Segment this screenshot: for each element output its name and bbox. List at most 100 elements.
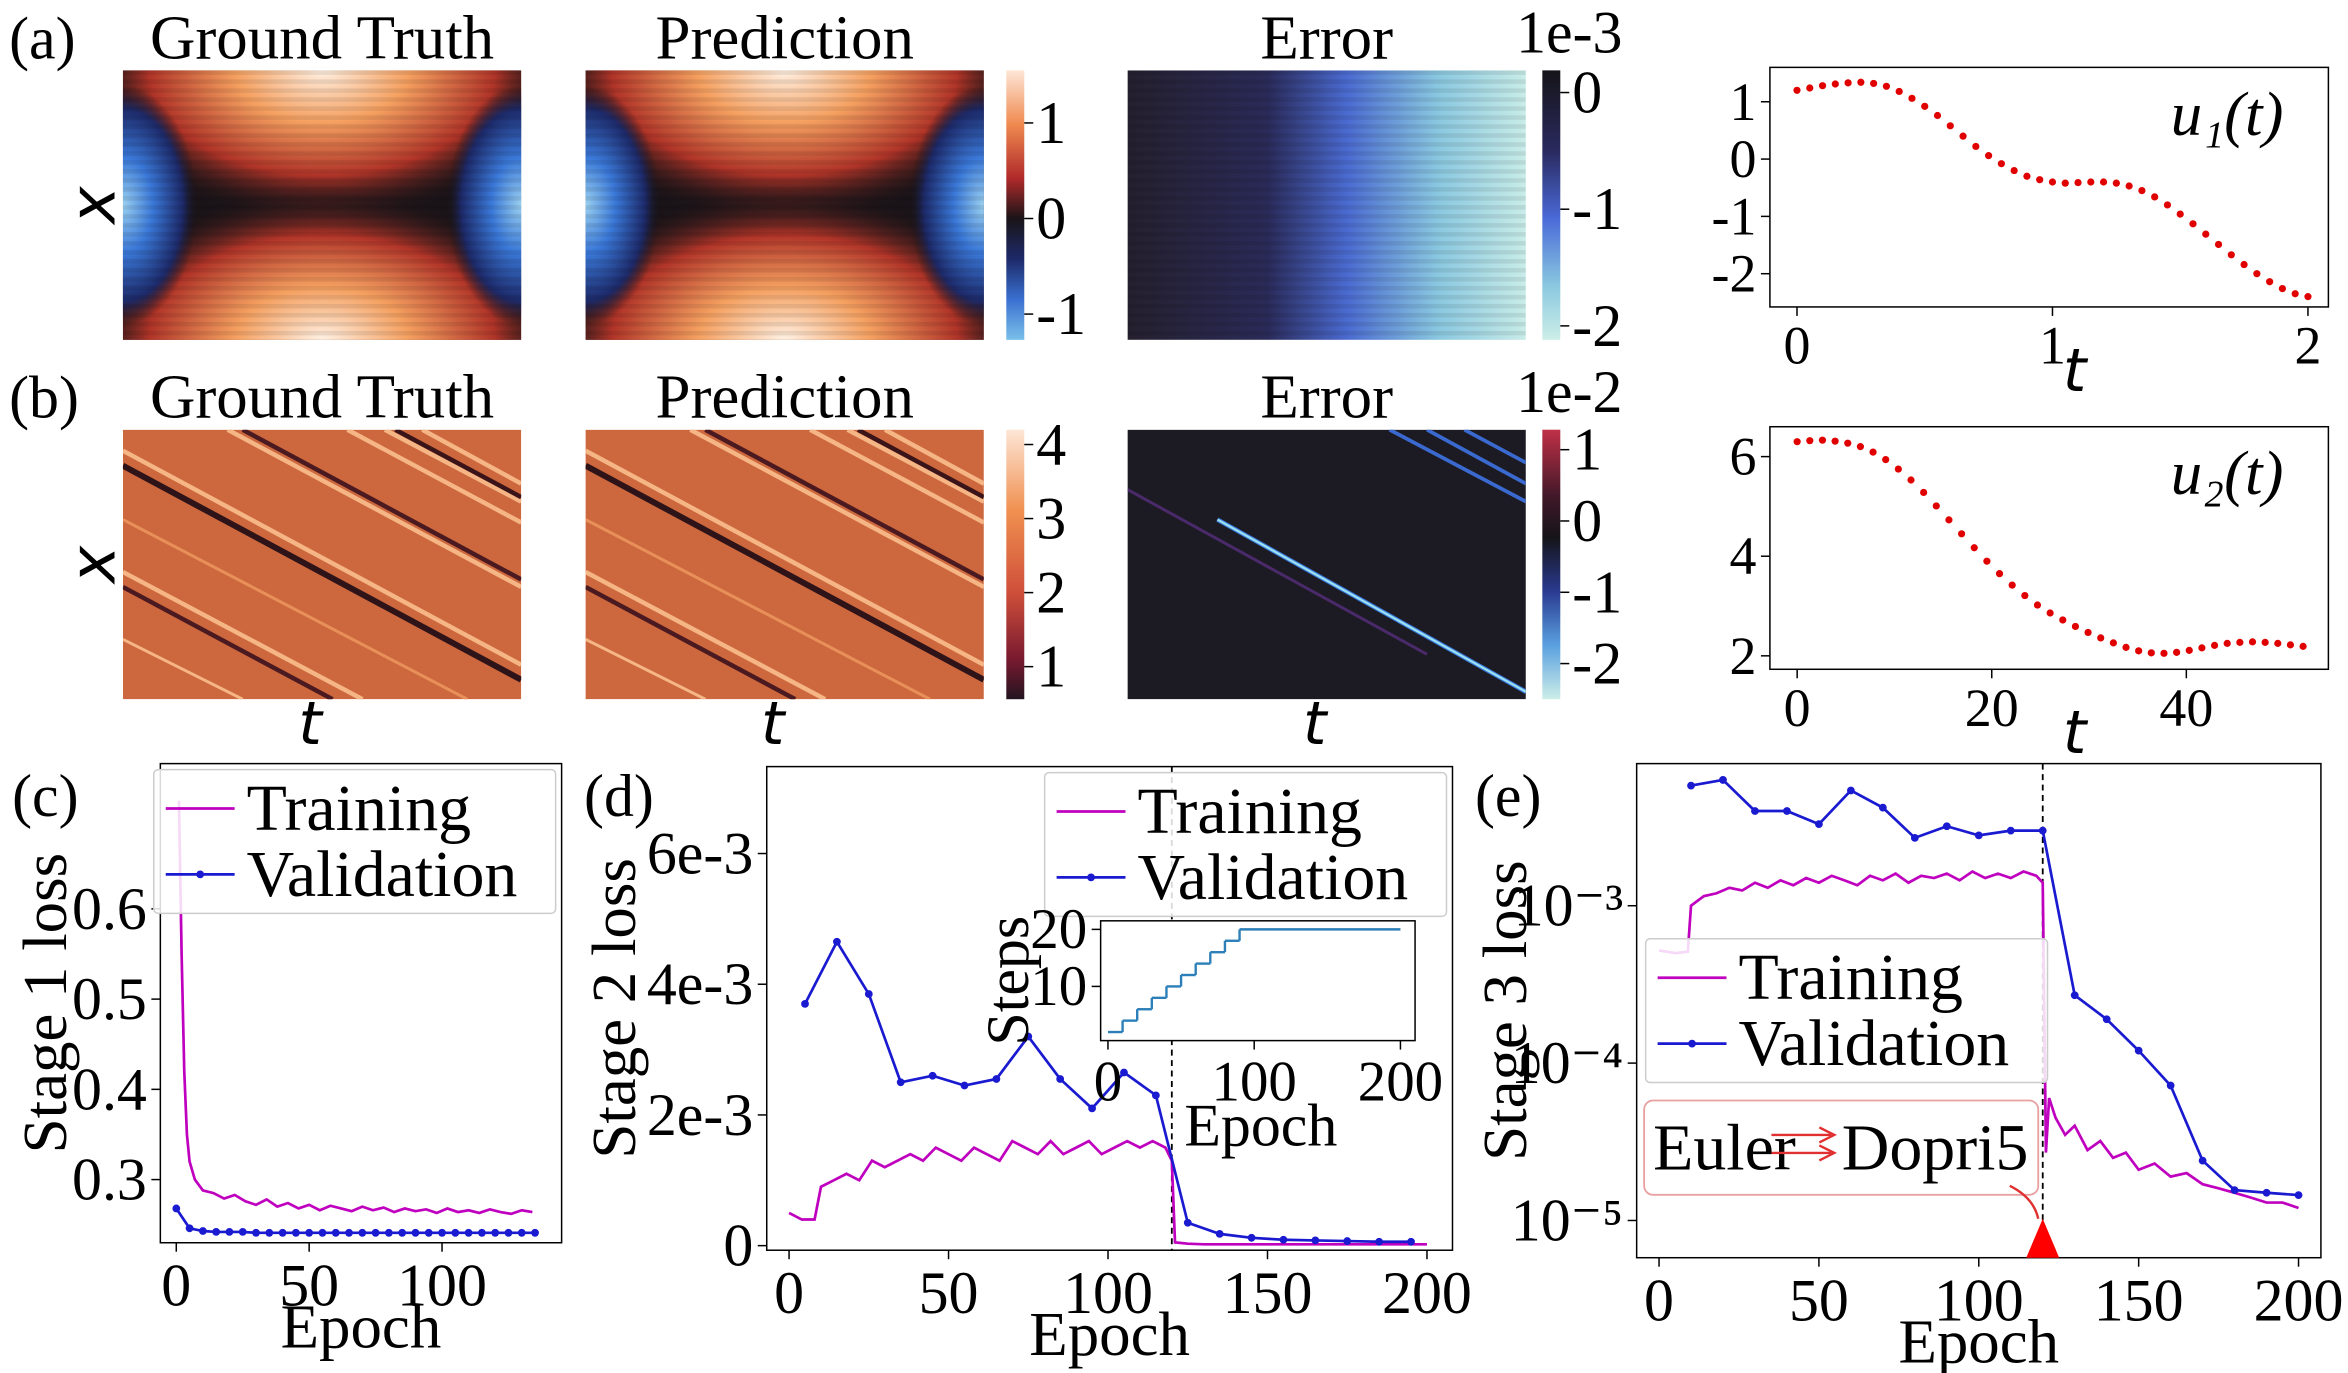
point bbox=[1793, 86, 1801, 94]
point bbox=[2059, 616, 2067, 624]
series-marker bbox=[1120, 1068, 1128, 1077]
point bbox=[1806, 84, 1814, 92]
y-tick-label: 2 bbox=[1729, 626, 1756, 686]
point bbox=[2176, 210, 2184, 218]
heatmap-stripes bbox=[122, 70, 522, 340]
point bbox=[1869, 448, 1877, 456]
series-marker bbox=[1024, 1032, 1033, 1041]
heatmap-streak bbox=[1216, 518, 1526, 693]
x-tick-label: 2 bbox=[2294, 316, 2321, 376]
series-marker bbox=[252, 1228, 260, 1237]
colorbar-tick-label: -1 bbox=[1572, 559, 1622, 625]
panel-label: (d) bbox=[584, 763, 654, 829]
y-tick-label: -1 bbox=[1712, 186, 1757, 246]
y-axis-label: Stage 3 loss bbox=[1470, 860, 1540, 1160]
point bbox=[1985, 152, 1993, 160]
colorbar-tick-label: -2 bbox=[1572, 293, 1622, 359]
point bbox=[2189, 220, 2197, 228]
series-marker bbox=[2294, 1191, 2303, 1199]
point bbox=[1957, 530, 1966, 538]
heatmap-streak bbox=[122, 637, 244, 700]
point bbox=[1818, 82, 1827, 90]
point bbox=[2227, 251, 2235, 259]
point bbox=[2122, 643, 2130, 651]
heatmap-streak bbox=[883, 429, 984, 486]
point bbox=[2084, 628, 2092, 637]
plot-area bbox=[1769, 66, 2330, 308]
point bbox=[1857, 78, 1865, 86]
annotation: u₁(t) bbox=[2171, 79, 2284, 149]
heatmap-streak bbox=[394, 429, 522, 500]
point bbox=[2099, 178, 2108, 186]
y-axis-label: Steps bbox=[975, 916, 1041, 1046]
series-marker bbox=[238, 1228, 247, 1236]
point bbox=[2138, 187, 2146, 195]
x-tick-label: 100 bbox=[1063, 1260, 1153, 1326]
y-tick-label: 1 bbox=[1729, 72, 1756, 132]
annotation: u₂(t) bbox=[2171, 438, 2284, 508]
x-tick-label: 50 bbox=[919, 1260, 979, 1326]
legend-box bbox=[1644, 938, 2049, 1084]
colorbar-tick-label: 0 bbox=[1572, 60, 1602, 126]
heatmap-streak bbox=[1388, 429, 1526, 504]
series-marker bbox=[531, 1228, 539, 1237]
heatmap-streak bbox=[241, 429, 522, 582]
y-tick-label: 6 bbox=[1729, 427, 1756, 487]
point bbox=[1844, 439, 1852, 447]
point bbox=[2071, 622, 2080, 631]
series-marker bbox=[2166, 1081, 2175, 1090]
series-marker bbox=[305, 1228, 314, 1237]
point bbox=[2147, 649, 2155, 657]
point bbox=[2198, 644, 2206, 652]
annotation-from: Euler bbox=[1653, 1111, 1796, 1184]
heatmap-streak bbox=[585, 448, 984, 667]
point bbox=[1945, 516, 1953, 524]
point bbox=[1793, 438, 1801, 446]
series-marker bbox=[504, 1228, 513, 1237]
series-marker bbox=[1343, 1237, 1352, 1245]
point bbox=[1972, 142, 1980, 151]
series-marker bbox=[2038, 826, 2047, 835]
x-tick-label: 0 bbox=[1784, 316, 1811, 376]
legend-marker bbox=[196, 870, 205, 879]
point bbox=[2074, 178, 2082, 187]
series-marker bbox=[438, 1228, 446, 1237]
series-marker bbox=[212, 1228, 221, 1236]
heatmap-streak bbox=[857, 429, 984, 500]
annotation-arrowhead bbox=[1818, 1144, 1837, 1162]
y-tick-label: 4 bbox=[1729, 526, 1756, 586]
x-tick-label: 0 bbox=[774, 1260, 804, 1326]
point bbox=[2135, 647, 2143, 655]
point bbox=[2299, 642, 2307, 650]
legend-marker bbox=[1087, 873, 1095, 882]
series-marker bbox=[345, 1228, 353, 1237]
heatmap-streak bbox=[585, 518, 931, 700]
switch-marker bbox=[2026, 1218, 2060, 1258]
series-marker bbox=[411, 1228, 420, 1237]
x-tick-label: 20 bbox=[1965, 678, 2019, 738]
heatmap-streak bbox=[689, 429, 984, 589]
point bbox=[1882, 82, 1891, 90]
point bbox=[1831, 80, 1839, 88]
colorbar-tick-label: 2 bbox=[1036, 560, 1066, 626]
point bbox=[2023, 172, 2031, 180]
point bbox=[1997, 160, 2005, 168]
point bbox=[2236, 638, 2244, 646]
series-marker bbox=[2070, 991, 2079, 1000]
y-tick-label: 20 bbox=[1030, 898, 1087, 961]
heatmap-title: Ground Truth bbox=[150, 362, 494, 432]
colorbar-offset: 1e-3 bbox=[1516, 0, 1622, 65]
point bbox=[1959, 132, 1967, 140]
heatmap-stripes bbox=[585, 70, 984, 340]
point bbox=[1907, 476, 1915, 484]
x-tick-label: 200 bbox=[1358, 1050, 1443, 1113]
legend-label: Training bbox=[1137, 775, 1362, 848]
panel-label: (e) bbox=[1475, 763, 1541, 829]
point bbox=[1894, 465, 1902, 473]
point bbox=[1818, 436, 1827, 444]
series-marker bbox=[1183, 1218, 1192, 1227]
point bbox=[2202, 230, 2210, 238]
legend-box bbox=[153, 768, 557, 915]
series-marker bbox=[384, 1228, 393, 1237]
